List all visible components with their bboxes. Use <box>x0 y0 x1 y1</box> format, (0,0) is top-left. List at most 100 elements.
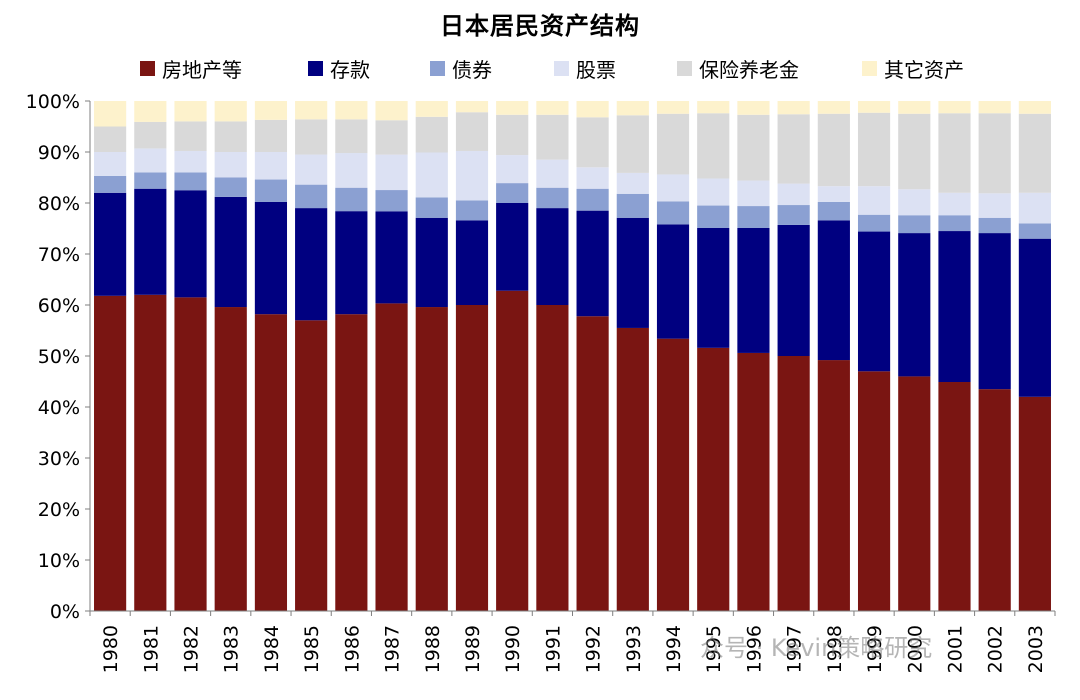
bar-segment-1982-s0 <box>174 297 207 611</box>
y-tick-label: 80% <box>38 193 80 215</box>
bar-segment-1980-s5 <box>94 101 127 127</box>
bar-segment-1998-s3 <box>817 186 850 202</box>
bar-segment-1992-s1 <box>576 210 609 317</box>
x-tick-label: 1996 <box>743 625 765 673</box>
x-tick-label: 1998 <box>824 625 846 673</box>
bar-segment-1985-s2 <box>295 184 328 209</box>
y-tick-label: 20% <box>38 499 80 521</box>
bar-segment-1984-s1 <box>254 201 288 315</box>
bar-segment-1987-s4 <box>375 120 408 155</box>
legend-label: 房地产等 <box>162 58 242 82</box>
x-tick-label: 2003 <box>1025 625 1047 673</box>
bar-segment-1995-s4 <box>697 113 730 179</box>
bar-segment-1984-s5 <box>254 101 288 120</box>
bar-segment-1982-s5 <box>174 101 207 122</box>
bar-segment-2000-s1 <box>898 233 931 377</box>
bar-segment-1986-s3 <box>335 153 368 188</box>
bar-segment-2000-s5 <box>898 101 931 114</box>
bar-segment-1996-s0 <box>737 352 770 611</box>
legend-label: 股票 <box>576 58 616 82</box>
bar-segment-1996-s1 <box>737 227 770 353</box>
bar-segment-1982-s2 <box>174 172 207 191</box>
bar-segment-1987-s2 <box>375 190 408 212</box>
bar-segment-1980-s2 <box>94 175 127 193</box>
bar-segment-1995-s5 <box>697 101 730 114</box>
bar-segment-1991-s2 <box>536 187 569 209</box>
bar-segment-2002-s5 <box>978 101 1011 114</box>
bar-segment-1989-s4 <box>455 112 489 151</box>
bar-segment-1985-s4 <box>295 119 328 155</box>
bar-segment-1983-s5 <box>214 101 247 122</box>
bar-segment-1998-s1 <box>817 220 850 361</box>
bar-segment-2003-s3 <box>1018 192 1051 224</box>
bar-segment-1997-s0 <box>777 356 810 611</box>
bar-segment-1996-s4 <box>737 114 770 181</box>
bar-segment-1981-s3 <box>134 148 167 173</box>
bar-segment-1983-s3 <box>214 152 247 178</box>
bar-segment-1995-s1 <box>697 227 730 348</box>
bar-segment-1981-s1 <box>134 188 167 295</box>
bar-segment-1987-s3 <box>375 154 408 191</box>
bar-segment-1994-s1 <box>656 224 690 339</box>
bar-segment-2001-s1 <box>938 231 971 383</box>
bar-segment-1985-s1 <box>295 208 328 321</box>
y-tick-label: 100% <box>26 91 80 113</box>
y-tick-label: 10% <box>38 550 80 572</box>
x-tick-label: 1987 <box>382 625 404 673</box>
bar-segment-1990-s5 <box>496 101 529 115</box>
bar-segment-1989-s0 <box>455 305 489 611</box>
bar-segment-1981-s5 <box>134 101 167 122</box>
bar-segment-1986-s0 <box>335 314 368 611</box>
bar-segment-1997-s1 <box>777 224 810 356</box>
bar-segment-1999-s3 <box>857 186 891 215</box>
bar-segment-1993-s2 <box>616 193 649 218</box>
bar-segment-1980-s1 <box>94 192 127 296</box>
x-tick-label: 1991 <box>542 625 564 673</box>
bar-segment-1984-s4 <box>254 119 288 152</box>
y-tick-label: 90% <box>38 142 80 164</box>
x-tick-label: 1992 <box>583 625 605 673</box>
bar-segment-1997-s4 <box>777 114 810 184</box>
bar-segment-1998-s5 <box>817 101 850 114</box>
bar-segment-1981-s0 <box>134 294 167 611</box>
legend-label: 存款 <box>330 58 370 82</box>
bar-segment-1992-s3 <box>576 167 609 189</box>
bar-segment-2002-s3 <box>978 193 1011 218</box>
bar-segment-1999-s0 <box>857 371 891 611</box>
bar-segment-1990-s3 <box>496 155 529 184</box>
bar-segment-2003-s2 <box>1018 223 1051 239</box>
bar-segment-1988-s2 <box>415 197 448 218</box>
bar-segment-1994-s5 <box>656 101 690 114</box>
x-tick-label: 1986 <box>341 625 363 673</box>
bar-segment-1998-s0 <box>817 360 850 611</box>
x-tick-label: 1997 <box>784 625 806 673</box>
legend-item-other-assets: 其它资产 <box>862 54 964 83</box>
y-tick-label: 30% <box>38 448 80 470</box>
x-tick-label: 1994 <box>663 625 685 673</box>
bar-segment-1984-s3 <box>254 152 288 180</box>
legend-swatch <box>140 61 155 76</box>
bar-segment-1990-s0 <box>496 290 529 611</box>
bar-segment-1998-s4 <box>817 113 850 187</box>
bar-segment-1995-s0 <box>697 347 730 611</box>
bar-segment-1988-s3 <box>415 152 448 198</box>
bar-segment-1986-s2 <box>335 187 368 212</box>
bar-segment-2000-s4 <box>898 113 931 190</box>
bar-segment-1989-s2 <box>455 200 489 221</box>
bar-segment-1999-s2 <box>857 214 891 232</box>
bar-segment-1995-s3 <box>697 178 730 206</box>
watermark: 众号 · Kevin策略研究 <box>700 634 933 662</box>
bar-segment-1998-s2 <box>817 201 850 221</box>
bar-segment-1986-s4 <box>335 119 368 154</box>
x-tick-label: 1981 <box>140 625 162 673</box>
bar-segment-1997-s5 <box>777 101 810 115</box>
legend-item-bonds: 债券 <box>430 54 492 83</box>
bar-segment-1995-s2 <box>697 205 730 228</box>
bar-segment-1985-s3 <box>295 154 328 185</box>
bar-segment-1991-s5 <box>536 101 569 115</box>
bar-segment-1993-s1 <box>616 217 649 328</box>
bar-segment-2003-s0 <box>1018 396 1051 611</box>
bar-segment-1982-s1 <box>174 190 207 298</box>
x-tick-label: 1980 <box>100 625 122 673</box>
